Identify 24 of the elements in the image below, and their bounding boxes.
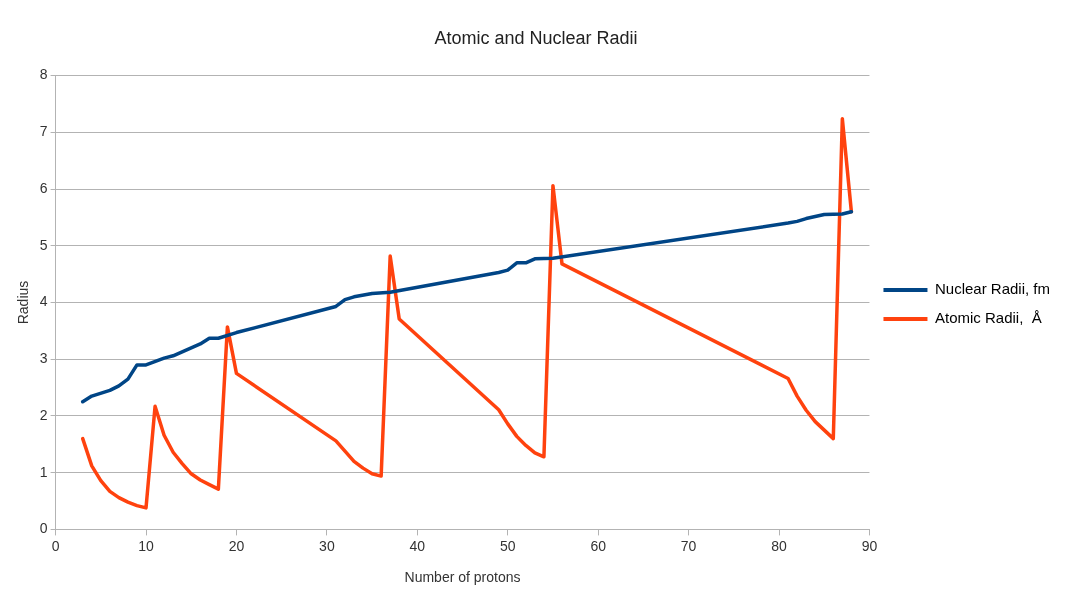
y-tick-label: 5 <box>39 236 48 253</box>
y-tick-label: 8 <box>39 66 48 83</box>
y-axis-title: Radius <box>15 280 32 325</box>
x-tick-label: 0 <box>51 537 60 554</box>
y-tick-label: 7 <box>39 123 48 140</box>
x-tick-label: 10 <box>138 537 155 554</box>
x-tick-label: 90 <box>861 537 878 554</box>
x-tick-label: 70 <box>680 537 697 554</box>
legend-label: Nuclear Radii, fm <box>934 280 1051 298</box>
y-tick-label: 6 <box>39 179 48 196</box>
x-axis-title: Number of protons <box>404 569 521 586</box>
y-tick-label: 1 <box>39 463 48 480</box>
chart-title: Atomic and Nuclear Radii <box>434 27 638 48</box>
x-tick-label: 40 <box>409 537 426 554</box>
y-tick-label: 4 <box>39 293 48 310</box>
y-tick-label: 3 <box>39 350 48 367</box>
legend-label: Atomic Radii, Å <box>934 309 1042 327</box>
x-tick-label: 60 <box>590 537 607 554</box>
y-tick-label: 0 <box>39 520 48 537</box>
x-tick-label: 80 <box>771 537 788 554</box>
x-tick-label: 20 <box>228 537 245 554</box>
x-tick-label: 50 <box>499 537 516 554</box>
x-tick-label: 30 <box>319 537 335 554</box>
y-tick-label: 2 <box>39 406 48 423</box>
